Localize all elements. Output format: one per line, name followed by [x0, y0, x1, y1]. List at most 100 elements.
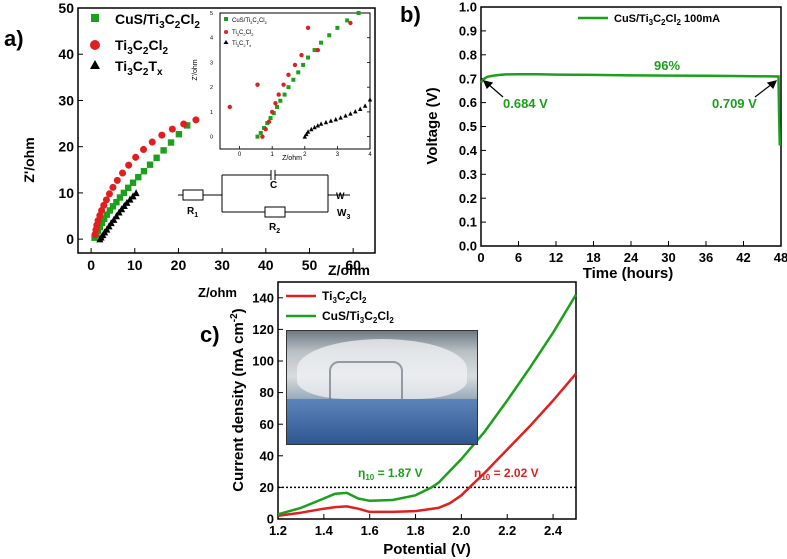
panel-b-ytick-label: 0.4	[459, 143, 478, 158]
circuit-label-w-glyph: W	[336, 191, 345, 201]
panel-a-data	[91, 116, 200, 243]
panel-a-xtick-label: 20	[171, 257, 187, 273]
panel-b-xtick-label: 30	[661, 250, 675, 265]
inset-point	[302, 134, 307, 139]
inset-point	[353, 109, 358, 114]
annotation-eta-ti3c2cl2: η10 = 2.02 V	[474, 466, 539, 482]
inset-legend-marker-cus	[224, 17, 228, 21]
inset-point	[348, 111, 353, 116]
inset-point	[263, 127, 268, 132]
panel-a-xtick-label: 50	[302, 257, 318, 273]
panel-c-data	[277, 293, 578, 518]
panel-c-ytick-label: 40	[260, 448, 274, 463]
panel-c-top-label: Z/ohm	[198, 285, 237, 300]
inset-ylabel: Z'/ohm	[192, 59, 199, 80]
inset-legend: CuS/Ti3C2Cl2 Ti3C2Cl2 Ti3C2Tx	[223, 17, 268, 48]
circuit-label-r1: R1	[187, 206, 198, 219]
panel-b-ytick-label: 0.5	[459, 119, 477, 134]
inset-xtick-label: 3	[336, 152, 340, 158]
inset-legend-marker-ti3c2cl2	[224, 30, 228, 34]
panel-b-axes: 0 6 12 18 24 30 36 42 48 0.0 0.1 0.2 0.3 0.4 0.5 0.6 0.7…	[459, 0, 787, 265]
panel-c-series-line	[277, 293, 578, 516]
annotation-eta-cus: η10 = 1.87 V	[358, 466, 423, 482]
panel-c-ytick-label: 140	[252, 290, 274, 305]
panel-a-ytick-label: 10	[58, 185, 74, 201]
panel-c-xtick-label: 2.2	[498, 523, 516, 538]
circuit-label-c: C	[270, 180, 277, 191]
panel-a-xtick-label: 60	[345, 257, 361, 273]
inset-legend-label-cus: CuS/Ti3C2Cl2	[232, 18, 268, 25]
panel-a-point	[103, 211, 111, 218]
panel-c-legend-label-ti3c2cl2: Ti3C2Cl2	[322, 289, 367, 305]
panel-b-ytick-label: 1.0	[459, 0, 477, 15]
inset-ytick-label: 0	[210, 135, 213, 141]
inset-point	[315, 47, 321, 53]
inset-point	[333, 116, 338, 122]
panel-a-ytick-label: 30	[58, 92, 74, 108]
inset-point	[306, 55, 311, 60]
panel-a-point	[112, 212, 120, 220]
inset-xtick-label: 2	[303, 152, 307, 158]
panel-a-ylabel: Z'/ohm	[21, 137, 37, 182]
inset-point	[309, 126, 314, 132]
inset-point	[291, 77, 296, 82]
panel-b-xtick-label: 42	[736, 250, 750, 265]
inset-point	[275, 104, 280, 109]
inset-data	[227, 11, 373, 139]
panel-b-ytick-label: 0.6	[459, 95, 477, 110]
inset-xtick-label: 4	[368, 152, 372, 158]
legend-label-cus: CuS/Ti3C2Cl2	[115, 11, 200, 31]
panel-b-letter: b)	[400, 2, 421, 27]
panel-b-xtick-label: 48	[774, 250, 787, 265]
inset-point	[266, 119, 272, 125]
panel-a-inset: 0 1 2 3 4 0 1 2 3 4 5 Z/ohm Z'/ohm CuS/Ti3C2Cl2 Ti…	[192, 11, 372, 162]
electrolyzer-photo	[286, 330, 478, 445]
panel-b-ytick-label: 0.9	[459, 23, 477, 38]
circuit-resistor-r1	[182, 189, 204, 201]
inset-point	[343, 113, 348, 118]
panel-c-xtick-label: 2.4	[544, 523, 563, 538]
panel-a-ytick-label: 20	[58, 139, 74, 155]
panel-b-ytick-label: 0.7	[459, 71, 477, 86]
inset-point	[286, 72, 291, 78]
panel-b-frame	[480, 6, 782, 247]
panel-a-point	[158, 131, 166, 139]
inset-point	[258, 130, 263, 135]
panel-a-point	[192, 116, 200, 124]
panel-c-xtick-label: 2.0	[452, 523, 470, 538]
panel-c-xtick-label: 1.6	[361, 523, 379, 538]
panel-b-xlabel: Time (hours)	[583, 265, 674, 282]
inset-point	[255, 82, 260, 87]
inset-point	[338, 115, 343, 120]
inset-xtick-label: 1	[271, 152, 275, 158]
annotation-0709: 0.709 V	[712, 96, 757, 111]
panel-b-xtick-label: 0	[477, 250, 484, 265]
panel-a-xtick-label: 0	[87, 257, 95, 273]
panel-a-point	[119, 169, 127, 177]
inset-point	[276, 92, 281, 97]
panel-a-point	[106, 207, 114, 214]
panel-b-ytick-label: 0.0	[459, 239, 477, 254]
panel-a-ytick-label: 50	[58, 0, 74, 16]
panel-a-point	[100, 201, 108, 209]
inset-point	[299, 52, 304, 58]
panel-a-point	[160, 147, 167, 154]
inset-point	[292, 62, 298, 68]
inset-xtick-label: 0	[238, 152, 242, 158]
panel-a-ytick-label: 40	[58, 46, 74, 62]
panel-c-letter: c)	[200, 322, 220, 347]
panel-b-xtick-label: 24	[624, 250, 639, 265]
panel-c-xtick-label: 1.8	[406, 523, 424, 538]
panel-a-frame	[77, 7, 376, 254]
inset-point	[286, 85, 291, 90]
panel-a-point	[101, 215, 108, 222]
inset-point	[278, 98, 283, 103]
inset-point	[304, 131, 309, 137]
annotation-0684: 0.684 V	[503, 96, 548, 111]
panel-a-point	[125, 184, 132, 192]
panel-c-xtick-label: 1.4	[315, 523, 334, 538]
panel-a-point	[125, 161, 133, 169]
panel-c-ylabel: Current density (mA cm-2)	[229, 308, 247, 491]
